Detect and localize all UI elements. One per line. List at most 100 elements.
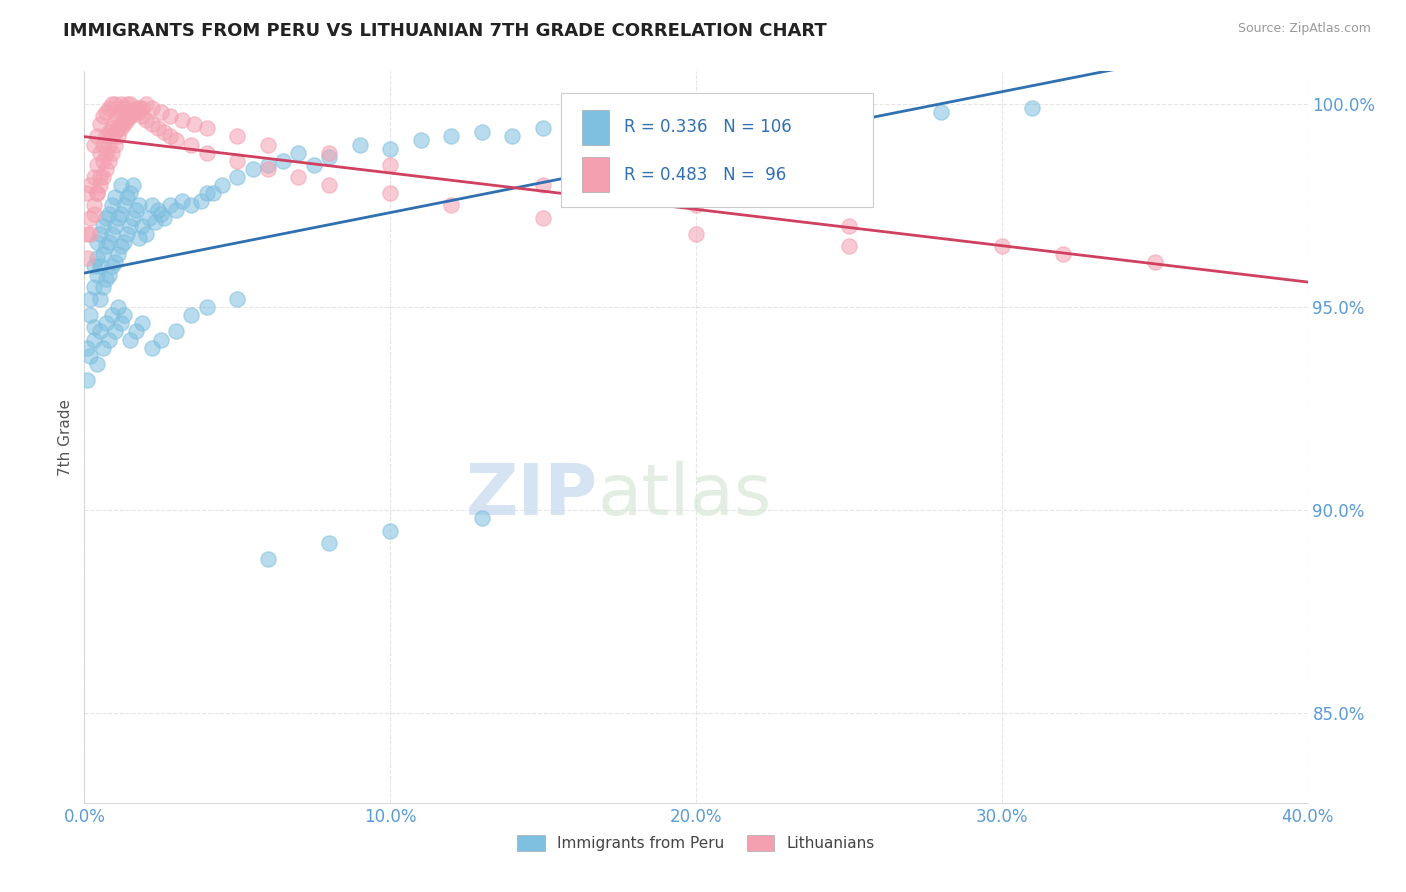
Point xyxy=(141,101,163,115)
Text: ZIP: ZIP xyxy=(465,461,598,530)
Point xyxy=(101,308,124,322)
Point xyxy=(91,341,114,355)
Point xyxy=(242,161,264,176)
Point xyxy=(211,178,233,193)
Point xyxy=(125,101,148,115)
Point xyxy=(318,535,340,549)
Point xyxy=(115,190,138,204)
Legend: Immigrants from Peru, Lithuanians: Immigrants from Peru, Lithuanians xyxy=(510,830,882,857)
Point xyxy=(159,129,181,144)
Point xyxy=(991,239,1014,253)
Point xyxy=(86,158,108,172)
Point xyxy=(531,178,554,193)
Point xyxy=(107,109,129,123)
Point xyxy=(138,211,160,225)
Point xyxy=(747,109,769,123)
Point xyxy=(122,211,145,225)
Point xyxy=(287,145,309,160)
Point xyxy=(110,105,132,120)
Point xyxy=(107,211,129,225)
Point xyxy=(94,129,117,144)
Point xyxy=(838,239,860,253)
Point xyxy=(112,235,135,249)
FancyBboxPatch shape xyxy=(561,94,873,207)
Point xyxy=(226,153,249,168)
Point xyxy=(180,308,202,322)
Point xyxy=(149,105,172,120)
Point xyxy=(76,341,98,355)
Point xyxy=(349,137,371,152)
Point xyxy=(120,109,142,123)
Point xyxy=(195,121,218,136)
Text: R = 0.483   N =  96: R = 0.483 N = 96 xyxy=(624,166,786,184)
Point xyxy=(159,198,181,212)
Point xyxy=(1021,101,1043,115)
Point xyxy=(115,109,138,123)
Point xyxy=(97,206,120,220)
Point xyxy=(94,211,117,225)
Point xyxy=(79,292,101,306)
Point xyxy=(110,206,132,220)
Point xyxy=(97,333,120,347)
Point xyxy=(141,198,163,212)
Point xyxy=(180,137,202,152)
Point xyxy=(104,137,127,152)
Point xyxy=(89,117,111,131)
Point xyxy=(318,150,340,164)
Point xyxy=(110,117,132,131)
Point xyxy=(86,186,108,201)
Y-axis label: 7th Grade: 7th Grade xyxy=(58,399,73,475)
Point xyxy=(86,129,108,144)
Point xyxy=(83,333,105,347)
Point xyxy=(89,260,111,274)
FancyBboxPatch shape xyxy=(582,110,609,145)
Point xyxy=(120,186,142,201)
Point xyxy=(257,158,280,172)
Point xyxy=(685,113,707,128)
Point xyxy=(112,308,135,322)
Point xyxy=(76,186,98,201)
Point xyxy=(135,96,157,111)
Point xyxy=(440,129,463,144)
Point xyxy=(107,247,129,261)
Point xyxy=(131,109,153,123)
Point xyxy=(86,235,108,249)
Point xyxy=(149,333,172,347)
Point xyxy=(271,153,294,168)
Point xyxy=(195,145,218,160)
Point xyxy=(125,325,148,339)
Point xyxy=(141,341,163,355)
Point xyxy=(104,125,127,139)
Point xyxy=(94,145,117,160)
Point xyxy=(380,524,402,538)
Point xyxy=(531,211,554,225)
Point xyxy=(226,292,249,306)
Point xyxy=(183,117,205,131)
Point xyxy=(838,105,860,120)
Point xyxy=(685,198,707,212)
Point xyxy=(165,133,187,147)
Point xyxy=(97,137,120,152)
Point xyxy=(128,198,150,212)
Point xyxy=(94,105,117,120)
Point xyxy=(107,300,129,314)
Point xyxy=(471,125,494,139)
Point xyxy=(287,169,309,184)
Point xyxy=(91,219,114,233)
Point xyxy=(146,202,169,217)
Point xyxy=(195,300,218,314)
Point xyxy=(86,252,108,266)
Point xyxy=(125,105,148,120)
Point xyxy=(76,252,98,266)
Point xyxy=(112,101,135,115)
Point xyxy=(110,96,132,111)
Point xyxy=(135,227,157,241)
Point xyxy=(79,178,101,193)
Point xyxy=(101,227,124,241)
Point xyxy=(120,219,142,233)
Point xyxy=(128,231,150,245)
Point xyxy=(153,211,176,225)
Point xyxy=(79,211,101,225)
Point xyxy=(131,316,153,330)
Point xyxy=(91,153,114,168)
